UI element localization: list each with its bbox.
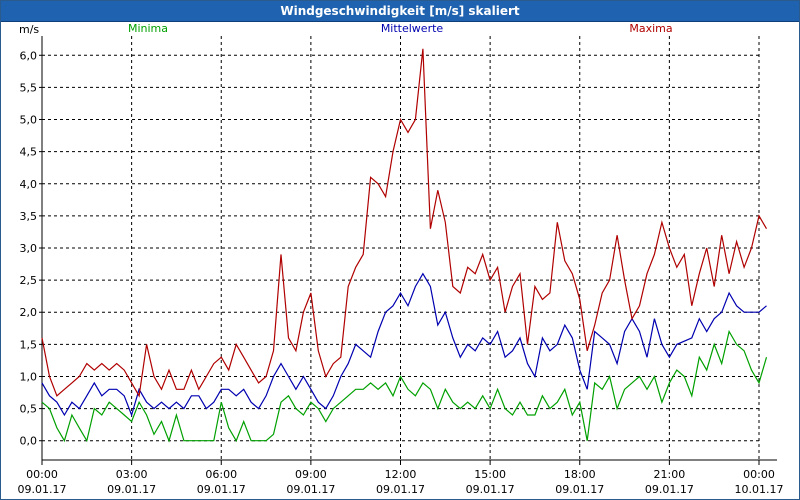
x-tick-date: 09.01.17	[286, 483, 335, 496]
x-tick-time: 06:00	[205, 468, 237, 481]
y-tick-label: 2,0	[20, 306, 38, 319]
grid	[42, 36, 760, 460]
y-tick-label: 0,5	[20, 403, 38, 416]
x-tick-date: 09.01.17	[466, 483, 515, 496]
x-tick-time: 12:00	[385, 468, 417, 481]
x-tick-date: 09.01.17	[197, 483, 246, 496]
y-tick-label: 3,5	[20, 210, 38, 223]
y-tick-label: 0,0	[20, 435, 38, 448]
legend: Minima Mittelwerte Maxima	[128, 22, 673, 35]
legend-label-maxima: Maxima	[629, 22, 672, 35]
x-tick-date: 09.01.17	[376, 483, 425, 496]
y-tick-label: 3,0	[20, 242, 38, 255]
y-tick-label: 1,0	[20, 370, 38, 383]
x-tick-date: 09.01.17	[107, 483, 156, 496]
y-tick-label: 2,5	[20, 274, 38, 287]
x-tick-time: 00:00	[743, 468, 775, 481]
y-tick-label: 5,5	[20, 81, 38, 94]
x-tick-date: 10.01.17	[735, 483, 784, 496]
y-tick-label: 6,0	[20, 49, 38, 62]
y-tick-label: 4,0	[20, 178, 38, 191]
x-tick-time: 09:00	[295, 468, 327, 481]
y-axis-unit-label: m/s	[19, 23, 39, 36]
chart-title: Windgeschwindigkeit [m/s] skaliert	[280, 4, 520, 18]
y-tick-label: 4,5	[20, 146, 38, 159]
x-tick-time: 18:00	[564, 468, 596, 481]
legend-label-mittelwerte: Mittelwerte	[381, 22, 444, 35]
x-tick-time: 21:00	[654, 468, 686, 481]
x-tick-date: 09.01.17	[555, 483, 604, 496]
x-tick-time: 03:00	[116, 468, 148, 481]
y-tick-label: 5,0	[20, 114, 38, 127]
series-lines	[41, 48, 768, 443]
series-line-maxima	[41, 48, 768, 398]
legend-label-minima: Minima	[128, 22, 168, 35]
axes: m/s	[19, 23, 777, 461]
x-tick-date: 09.01.17	[18, 483, 67, 496]
series-line-minima	[41, 329, 768, 443]
x-axis-ticks: 00:00 09.01.17 03:00 09.01.17 06:00 09.01.17 0…	[18, 460, 784, 496]
wind-speed-chart: m/s 0,0 0,5 1,0 1,5 2,0 2,5 3,0 3,5 4,0 4,5 5,0 5,5…	[18, 22, 784, 496]
x-tick-time: 15:00	[474, 468, 506, 481]
x-tick-time: 00:00	[26, 468, 58, 481]
y-axis-ticks: 0,0 0,5 1,0 1,5 2,0 2,5 3,0 3,5 4,0 4,5 5,0 5,5 6,0	[20, 49, 42, 448]
series-line-mittelwerte	[41, 272, 767, 417]
x-tick-date: 09.01.17	[645, 483, 694, 496]
title-bar: Windgeschwindigkeit [m/s] skaliert	[1, 1, 799, 22]
y-tick-label: 1,5	[20, 338, 38, 351]
